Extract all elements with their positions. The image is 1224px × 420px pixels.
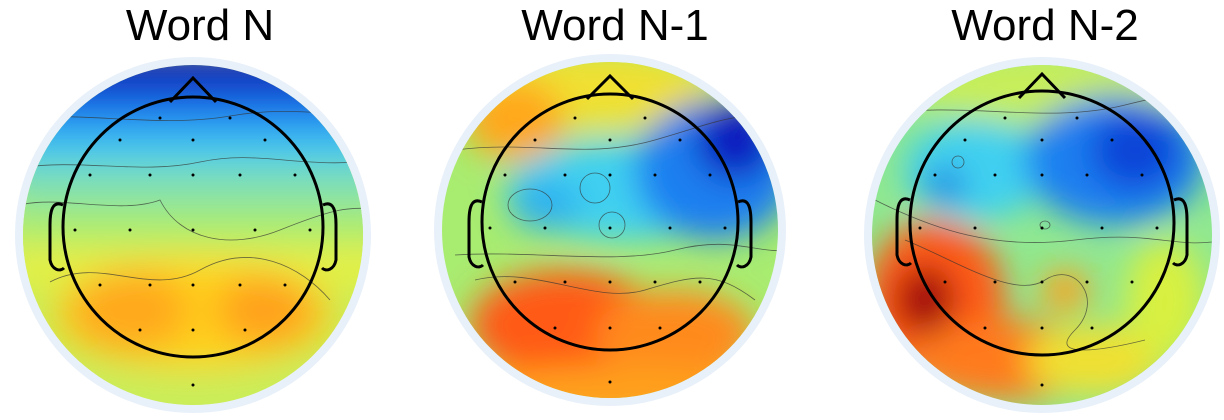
- heatmap-field: [442, 62, 778, 398]
- heatmap-field: [23, 65, 363, 405]
- electrode-dots: [918, 116, 1159, 387]
- topomap-panel-word-n: Word N: [0, 0, 400, 420]
- head-outline: [467, 73, 753, 352]
- panel-title-word-n2: Word N-2: [951, 1, 1139, 50]
- scalp-topomap-word-n1: [434, 54, 786, 406]
- scalp-topomap-word-n2: [864, 57, 1220, 413]
- head-outline: [48, 75, 338, 359]
- panel-title-word-n1: Word N-1: [521, 1, 709, 50]
- topomap-panel-word-n1: Word N-1: [415, 0, 815, 420]
- topomap-panel-word-n2: Word N-2: [845, 0, 1224, 420]
- head-outline: [895, 71, 1189, 357]
- scalp-topomap-word-n: [15, 57, 371, 413]
- electrode-dots: [488, 116, 727, 384]
- electrode-dots: [73, 116, 312, 387]
- panel-title-word-n: Word N: [125, 1, 275, 50]
